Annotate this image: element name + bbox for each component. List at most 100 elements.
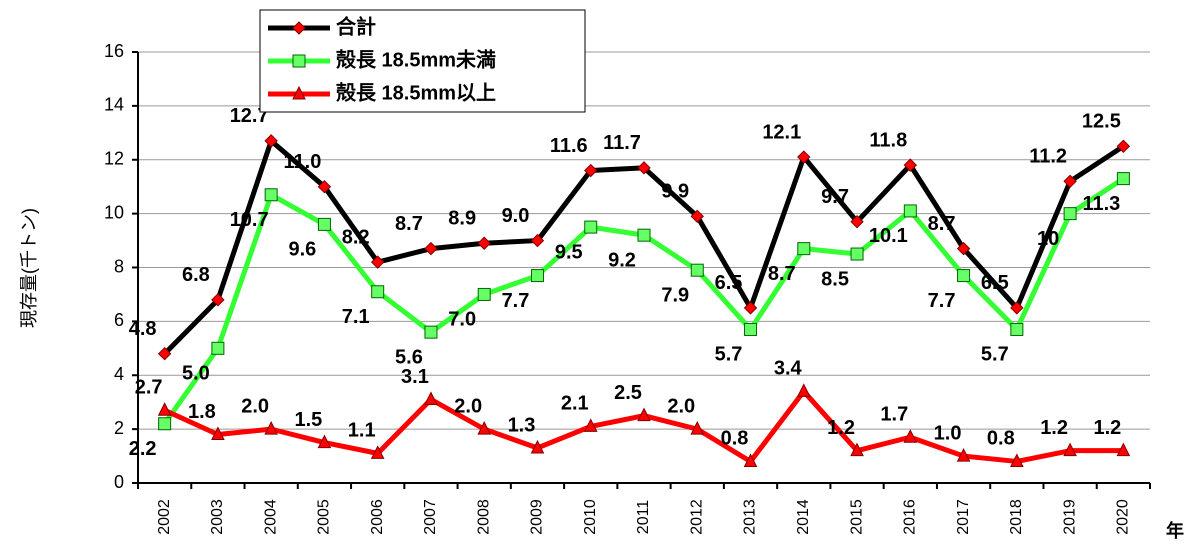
marker [690,263,704,277]
data-label: 11.8 [869,129,907,151]
x-tick-label: 2006 [369,499,386,535]
marker [1010,301,1024,315]
marker [530,233,545,248]
y-axis-label: 現存量(千トン) [19,208,39,328]
data-label: 12.1 [762,121,801,143]
data-label: 8.7 [768,263,796,285]
x-tick-label: 2013 [742,499,759,535]
data-label: 1.7 [880,403,908,425]
marker [264,421,278,435]
data-label: 5.6 [395,346,423,368]
data-label: 9.9 [661,181,689,203]
x-tick-label: 2008 [475,499,492,535]
marker [637,228,651,242]
data-label: 7.7 [502,290,530,312]
y-tick-label: 6 [114,310,124,330]
y-tick-label: 2 [114,418,124,438]
marker [637,161,651,175]
marker [157,402,172,416]
marker [157,346,172,361]
data-label: 5.7 [715,344,743,366]
marker [956,447,971,462]
data-label: 3.1 [401,366,429,388]
marker [1063,207,1077,221]
data-label: 1.2 [1040,417,1068,439]
data-label: 1.0 [934,422,962,444]
data-label: 0.8 [987,428,1015,450]
data-label: 1.2 [827,417,855,439]
data-label: 11.6 [550,135,588,157]
y-tick-label: 14 [104,95,124,115]
y-tick-label: 16 [104,41,124,61]
x-tick-label: 2014 [795,499,812,535]
data-label: 5.0 [182,363,210,385]
marker [850,247,864,261]
x-tick-label: 2004 [262,499,279,535]
marker [850,442,864,457]
x-tick-label: 2019 [1061,499,1078,535]
x-tick-label: 2003 [209,499,226,535]
y-tick-label: 4 [114,364,124,384]
data-label: 2.2 [129,438,157,460]
x-tick-label: 2018 [1008,499,1025,535]
marker [903,429,918,443]
data-label: 2.0 [454,395,482,417]
marker [211,426,225,441]
marker [370,255,385,269]
marker [903,204,917,218]
marker [850,214,864,229]
marker [797,150,811,164]
legend-label: 殻長 18.5mm未満 [336,47,496,71]
data-label: 10 [1037,228,1059,250]
marker [530,439,545,454]
marker [744,322,758,336]
marker [1063,174,1077,189]
data-label: 1.5 [295,409,323,431]
series-line [162,176,1125,426]
data-label: 1.3 [508,414,536,436]
marker [211,293,225,307]
data-label: 7.1 [342,306,370,328]
data-label: 11.7 [603,132,641,154]
data-label: 2.7 [135,377,163,399]
marker [370,445,385,459]
y-tick-label: 12 [104,149,124,169]
marker [371,285,385,299]
marker [158,417,172,431]
marker [584,163,598,178]
data-label: 6.8 [182,264,210,286]
data-label: 12.5 [1082,111,1121,133]
data-label: 11.0 [284,151,322,173]
x-tick-label: 2007 [422,499,439,535]
x-tick-label: 2009 [529,499,546,535]
y-tick-label: 10 [104,202,124,222]
marker [584,220,598,234]
x-tick-label: 2020 [1115,499,1132,535]
marker [743,453,758,467]
marker [1116,172,1130,186]
marker [317,217,331,231]
legend-label: 殻長 18.5mm以上 [336,80,496,104]
marker [1010,453,1024,467]
data-label: 9.0 [502,205,530,227]
data-label: 9.6 [289,239,317,261]
data-label: 10.7 [230,209,269,231]
marker [1116,442,1131,457]
data-label: 2.0 [241,395,269,417]
marker [264,134,278,148]
marker [424,241,438,256]
marker [530,269,544,283]
x-tick-label: 2002 [156,499,173,535]
data-label: 9.7 [821,186,849,208]
data-label: 8.9 [448,208,476,230]
marker [796,383,811,397]
x-axis-label: 年 [1166,520,1184,541]
marker [1116,139,1131,153]
data-label: 2.5 [614,382,642,404]
legend-marker [292,85,306,100]
marker [264,188,278,202]
data-label: 9.5 [555,241,583,263]
y-tick-label: 0 [114,472,124,492]
marker [1010,322,1024,336]
legend-marker [292,21,306,35]
